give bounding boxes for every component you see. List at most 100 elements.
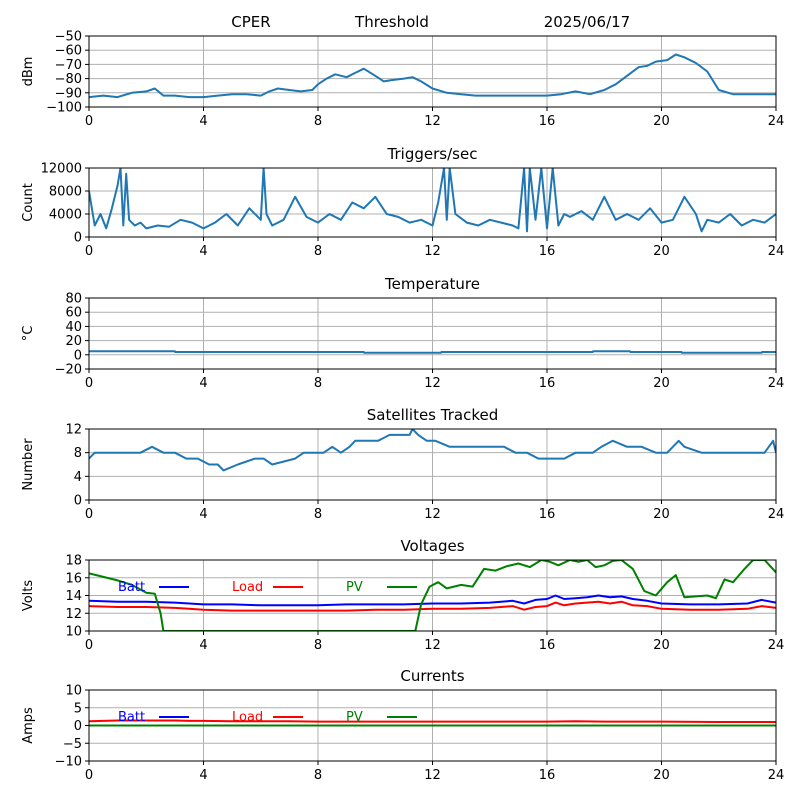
series-line-currents-load bbox=[89, 719, 776, 723]
x-tick-label: 24 bbox=[768, 244, 785, 259]
y-tick-label: 16 bbox=[65, 571, 82, 586]
x-tick-label: 20 bbox=[653, 376, 670, 391]
y-tick-label: 0 bbox=[74, 348, 82, 363]
gridlines-voltages bbox=[88, 559, 777, 632]
y-tick-label: 14 bbox=[65, 589, 82, 604]
panel-title-currents: Currents bbox=[400, 667, 464, 685]
x-tick-label: 20 bbox=[653, 507, 670, 522]
legend-voltages: Batt Load PV bbox=[118, 580, 417, 595]
x-tick-label: 12 bbox=[424, 376, 441, 391]
panel-title-triggers: Triggers/sec bbox=[387, 145, 478, 163]
series-line-signal-0 bbox=[89, 53, 776, 99]
y-tick-label: 10 bbox=[65, 625, 82, 640]
series-line-voltages-pv bbox=[89, 560, 776, 631]
x-tick-label: 20 bbox=[653, 244, 670, 259]
y-tick-label: −80 bbox=[55, 72, 82, 87]
series-group-currents bbox=[89, 719, 776, 727]
y-axis-label-voltages: Volts bbox=[21, 580, 36, 612]
y-tick-label: −90 bbox=[55, 86, 82, 101]
y-tick-label: 12 bbox=[65, 423, 82, 438]
series-group-triggers bbox=[89, 168, 776, 233]
gridlines-satellites bbox=[88, 428, 777, 501]
header-date: 2025/06/17 bbox=[544, 13, 630, 31]
x-tick-label: 16 bbox=[539, 507, 556, 522]
y-tick-label: 0 bbox=[74, 719, 82, 734]
x-tick-label: 20 bbox=[653, 638, 670, 653]
y-tick-label: −100 bbox=[46, 101, 82, 116]
x-tick-label: 20 bbox=[653, 768, 670, 783]
y-tick-label: 0 bbox=[74, 494, 82, 509]
x-tick-label: 12 bbox=[424, 768, 441, 783]
x-tick-label: 16 bbox=[539, 376, 556, 391]
panel-triggers: 0 4 8 12 16 20 24 0 4000 8000 12000 Triggers/sec Cou… bbox=[21, 145, 784, 259]
legend-label-load: Load bbox=[232, 580, 263, 595]
x-tick-label: 16 bbox=[539, 638, 556, 653]
header-station: CPER bbox=[231, 13, 270, 31]
y-tick-label: 0 bbox=[74, 231, 82, 246]
legend-label-batt: Batt bbox=[118, 710, 145, 725]
panel-title-voltages: Voltages bbox=[400, 537, 464, 555]
x-tick-label: 0 bbox=[85, 114, 93, 129]
y-tick-label: 4000 bbox=[49, 208, 82, 223]
x-tick-label: 12 bbox=[424, 507, 441, 522]
x-tick-label: 0 bbox=[85, 244, 93, 259]
y-tick-label: −50 bbox=[55, 30, 82, 45]
x-tick-label: 4 bbox=[199, 244, 207, 259]
y-axis-label-signal: dBm bbox=[21, 57, 36, 87]
x-tick-label: 4 bbox=[199, 114, 207, 129]
y-tick-label: 10 bbox=[65, 684, 82, 699]
y-tick-label: −60 bbox=[55, 44, 82, 59]
x-tick-label: 8 bbox=[314, 768, 322, 783]
x-tick-label: 24 bbox=[768, 114, 785, 129]
x-tick-label: 8 bbox=[314, 376, 322, 391]
panel-title-satellites: Satellites Tracked bbox=[367, 406, 498, 424]
x-tick-label: 0 bbox=[85, 376, 93, 391]
y-tick-label: 5 bbox=[74, 701, 82, 716]
x-tick-label: 0 bbox=[85, 638, 93, 653]
legend-label-batt: Batt bbox=[118, 580, 145, 595]
series-group-satellites bbox=[89, 429, 776, 472]
panel-satellites: 0 4 8 12 16 20 24 0 4 8 12 Satellites Tracked Number bbox=[21, 406, 784, 522]
y-tick-label: −10 bbox=[55, 755, 82, 770]
panel-signal: 0 4 8 12 16 20 24 −100−90−80−70−60−50 dBm bbox=[21, 30, 784, 130]
y-tick-label: 80 bbox=[65, 292, 82, 307]
x-tick-label: 16 bbox=[539, 244, 556, 259]
legend-currents: Batt Load PV bbox=[118, 710, 417, 725]
x-tick-label: 12 bbox=[424, 638, 441, 653]
x-tick-label: 20 bbox=[653, 114, 670, 129]
x-tick-label: 16 bbox=[539, 114, 556, 129]
x-tick-label: 16 bbox=[539, 768, 556, 783]
y-tick-label: −5 bbox=[63, 737, 82, 752]
x-tick-label: 8 bbox=[314, 507, 322, 522]
x-tick-label: 24 bbox=[768, 638, 785, 653]
y-tick-label: −70 bbox=[55, 58, 82, 73]
x-tick-label: 4 bbox=[199, 638, 207, 653]
series-line-temperature-0 bbox=[89, 350, 776, 354]
header-mode: Threshold bbox=[354, 13, 429, 31]
panel-currents: 0 4 8 12 16 20 24 −10 −5 0 5 10 Currents Amps Batt Load… bbox=[21, 667, 784, 783]
series-line-triggers-0 bbox=[89, 168, 776, 233]
y-tick-label: 40 bbox=[65, 320, 82, 335]
x-tick-label: 8 bbox=[314, 244, 322, 259]
x-tick-label: 4 bbox=[199, 376, 207, 391]
y-axis-label-triggers: Count bbox=[21, 183, 36, 222]
y-axis-label-satellites: Number bbox=[21, 438, 36, 491]
x-tick-label: 8 bbox=[314, 114, 322, 129]
y-tick-label: 8000 bbox=[49, 185, 82, 200]
panel-voltages: 0 4 8 12 16 20 24 10 12 14 16 18 Voltages Volts Batt Lo… bbox=[21, 537, 784, 653]
x-tick-label: 4 bbox=[199, 507, 207, 522]
y-tick-label: 12000 bbox=[41, 162, 82, 177]
x-tick-label: 4 bbox=[199, 768, 207, 783]
x-tick-label: 24 bbox=[768, 376, 785, 391]
x-tick-label: 12 bbox=[424, 244, 441, 259]
legend-label-pv: PV bbox=[346, 580, 363, 595]
x-tick-label: 0 bbox=[85, 507, 93, 522]
gridlines-triggers bbox=[88, 167, 777, 238]
y-tick-label: 8 bbox=[74, 446, 82, 461]
y-tick-label: 4 bbox=[74, 470, 82, 485]
y-axis-label-temperature: °C bbox=[21, 326, 36, 342]
gridlines-temperature bbox=[88, 297, 777, 370]
